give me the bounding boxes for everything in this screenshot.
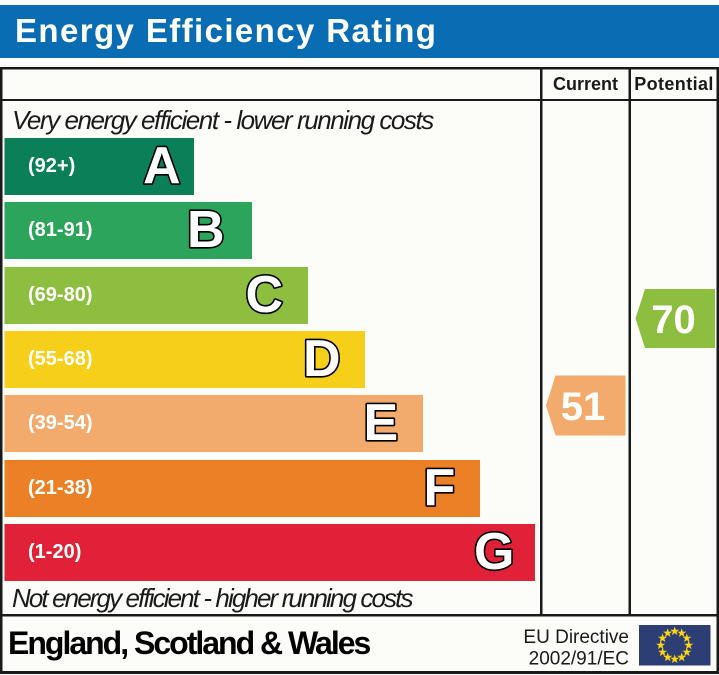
svg-text:Current: Current [553,74,618,94]
svg-text:England, Scotland & Wales: England, Scotland & Wales [8,625,371,661]
svg-text:(1-20): (1-20) [28,541,81,563]
svg-text:(21-38): (21-38) [28,477,92,499]
svg-text:A: A [143,137,181,195]
svg-text:G: G [474,523,514,581]
svg-text:E: E [364,394,399,452]
svg-text:Very energy efficient - lower: Very energy efficient - lower running co… [12,105,434,135]
svg-text:(92+): (92+) [28,155,75,177]
svg-text:C: C [246,266,284,324]
svg-text:B: B [187,201,225,259]
svg-text:F: F [424,459,456,517]
svg-text:(69-80): (69-80) [28,284,92,306]
svg-text:(55-68): (55-68) [28,348,92,370]
svg-text:51: 51 [561,385,606,429]
svg-text:(81-91): (81-91) [28,219,92,241]
svg-text:(39-54): (39-54) [28,412,92,434]
svg-text:70: 70 [651,298,696,342]
svg-text:Not energy efficient - higher: Not energy efficient - higher running co… [12,583,413,613]
svg-text:Potential: Potential [634,74,714,94]
svg-text:D: D [303,330,341,388]
svg-text:2002/91/EC: 2002/91/EC [529,649,629,670]
svg-text:Energy Efficiency Rating: Energy Efficiency Rating [15,12,437,49]
svg-text:EU Directive: EU Directive [523,627,629,648]
